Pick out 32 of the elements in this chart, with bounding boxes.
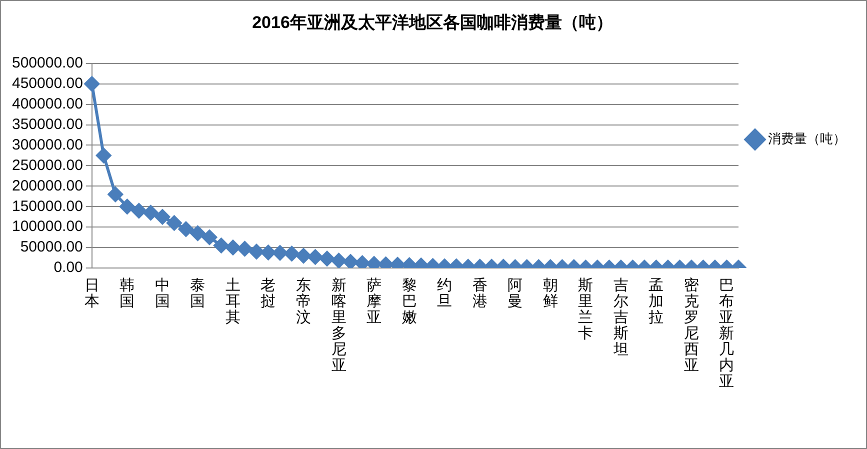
y-tick-label: 100000.00 (12, 218, 83, 236)
x-tick-label: 巴布亚新几内亚 (718, 278, 735, 390)
y-tick-label: 500000.00 (12, 54, 83, 72)
x-tick-label: 阿曼 (507, 278, 524, 310)
x-tick-label: 土耳其 (224, 278, 241, 326)
y-tick-label: 50000.00 (20, 238, 83, 256)
x-tick-label: 黎巴嫩 (401, 278, 418, 326)
x-tick-label: 中国 (154, 278, 170, 310)
y-tick-label: 0.00 (54, 259, 83, 276)
x-tick-label: 吉尔吉斯坦 (612, 278, 629, 358)
y-tick-label: 200000.00 (12, 177, 83, 194)
y-tick-label: 400000.00 (12, 95, 83, 112)
y-tick-label: 350000.00 (12, 116, 83, 133)
x-tick-label: 日本 (84, 278, 100, 310)
x-tick-label: 斯里兰卡 (578, 278, 594, 342)
x-tick-label: 泰国 (190, 278, 206, 310)
y-tick-label: 250000.00 (12, 156, 83, 174)
y-tick-label: 300000.00 (12, 136, 83, 154)
y-tick-label: 450000.00 (12, 75, 83, 92)
x-tick-label: 老挝 (260, 278, 276, 310)
x-tick-label: 约旦 (436, 278, 453, 310)
x-tick-label: 香港 (472, 278, 488, 310)
x-tick-label: 萨摩亚 (366, 278, 382, 326)
x-tick-label: 新喀里多尼亚 (330, 278, 347, 374)
legend-label: 消费量（吨） (768, 130, 846, 146)
x-tick-label: 孟加拉 (648, 278, 664, 326)
x-tick-label: 朝鲜 (542, 278, 558, 310)
x-tick-label: 东帝汶 (296, 278, 312, 326)
chart-title: 2016年亚洲及太平洋地区各国咖啡消费量（吨） (252, 12, 613, 32)
x-tick-label: 韩国 (119, 278, 136, 310)
x-tick-label: 密克罗尼西亚 (683, 278, 700, 374)
y-tick-label: 150000.00 (12, 198, 83, 215)
